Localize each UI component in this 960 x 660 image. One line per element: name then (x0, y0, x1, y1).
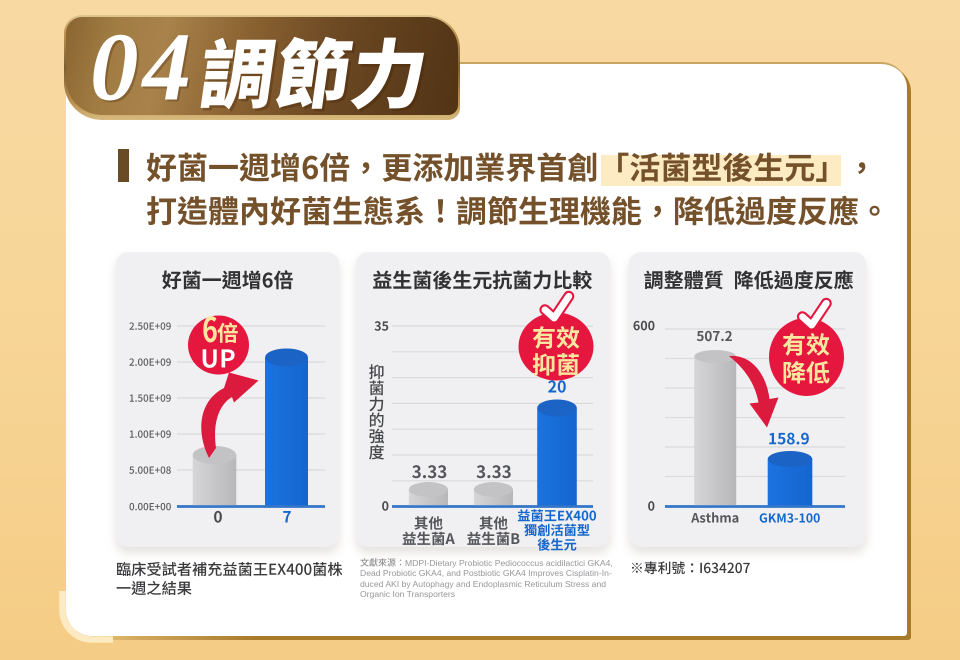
svg-text:04: 04 (90, 14, 195, 121)
svg-text:04: 04 (92, 16, 197, 123)
